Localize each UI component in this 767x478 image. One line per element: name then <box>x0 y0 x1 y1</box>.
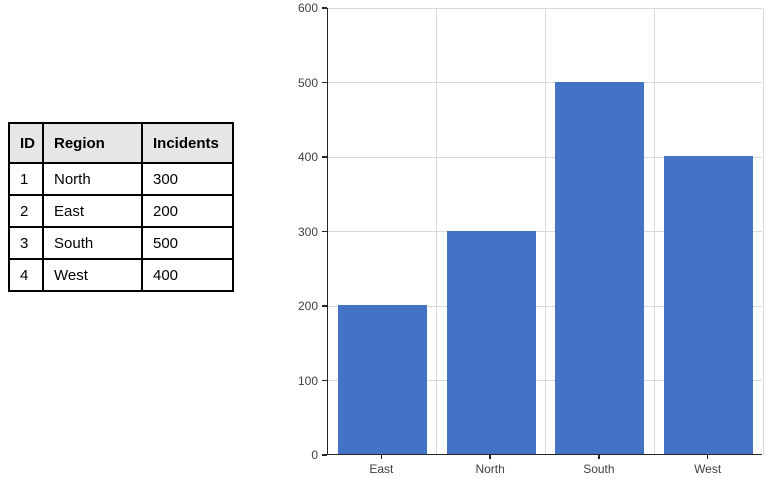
cell-region: West <box>42 258 143 292</box>
bar-chart: 0 100 200 300 400 500 600 East North South West <box>290 0 767 478</box>
y-axis-tick-mark <box>322 156 327 158</box>
bar-south <box>555 81 645 454</box>
column-header-incidents: Incidents <box>141 122 234 164</box>
y-axis-tick-mark <box>322 454 327 456</box>
cell-region: East <box>42 194 143 228</box>
cell-id: 2 <box>8 194 44 228</box>
incidents-table: ID Region Incidents 1 North 300 2 East 2… <box>8 122 234 292</box>
v-gridline <box>545 8 546 454</box>
y-axis-tick-label: 600 <box>297 1 318 15</box>
y-axis-tick-label: 500 <box>297 75 318 90</box>
table-header-row: ID Region Incidents <box>8 122 234 164</box>
cell-id: 3 <box>8 226 44 260</box>
bar-north <box>446 230 536 454</box>
x-axis-tick-mark <box>489 455 491 459</box>
v-gridline <box>653 8 655 454</box>
cell-id: 1 <box>8 162 44 196</box>
cell-incidents: 500 <box>141 226 234 260</box>
y-axis-tick-label: 0 <box>311 448 318 462</box>
cell-incidents: 200 <box>141 194 234 228</box>
bar-east <box>337 305 427 454</box>
cell-incidents: 300 <box>141 162 234 196</box>
cell-region: South <box>42 226 143 260</box>
column-header-id: ID <box>8 122 44 164</box>
x-axis-category-label: East <box>369 462 394 476</box>
y-axis-tick-mark <box>322 230 327 233</box>
y-axis-tick-label: 100 <box>297 373 318 388</box>
v-gridline <box>436 8 438 454</box>
y-axis-tick-mark <box>322 81 327 84</box>
y-axis-tick-label: 400 <box>297 150 318 164</box>
y-axis-tick-label: 300 <box>297 224 318 239</box>
x-axis-category-label: South <box>583 462 615 476</box>
cell-region: North <box>42 162 143 196</box>
x-axis-tick-mark <box>598 455 600 459</box>
plot-area <box>327 7 764 455</box>
y-axis-tick-mark <box>322 7 327 9</box>
y-axis-tick-mark <box>322 379 327 382</box>
x-axis-tick-mark <box>380 455 383 459</box>
v-gridline <box>762 8 764 454</box>
table-row: 3 South 500 <box>8 226 234 260</box>
y-axis-tick-mark <box>322 305 327 307</box>
table-row: 4 West 400 <box>8 258 234 292</box>
x-axis-tick-mark <box>706 455 709 459</box>
bar-west <box>664 156 754 454</box>
column-header-region: Region <box>42 122 143 164</box>
cell-id: 4 <box>8 258 44 292</box>
x-axis-category-label: West <box>694 462 722 476</box>
table-row: 1 North 300 <box>8 162 234 196</box>
y-axis-tick-label: 200 <box>297 299 318 313</box>
x-axis-category-label: North <box>475 462 505 476</box>
cell-incidents: 400 <box>141 258 234 292</box>
table-row: 2 East 200 <box>8 194 234 228</box>
